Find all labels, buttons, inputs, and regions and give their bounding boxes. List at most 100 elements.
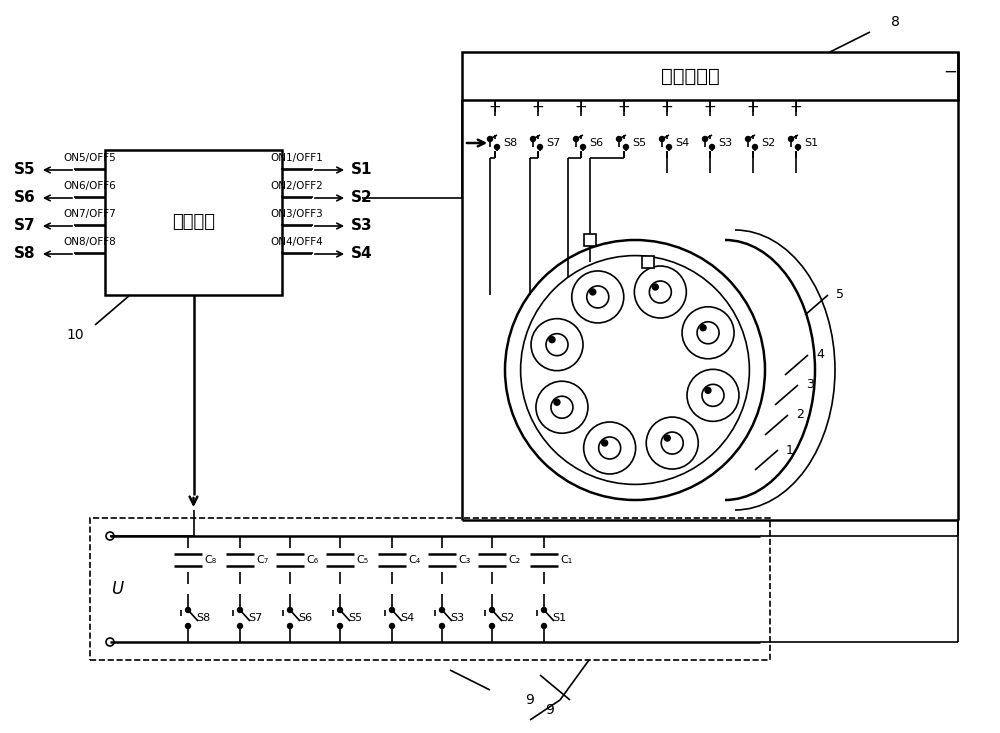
Circle shape: [602, 440, 608, 446]
Text: S3: S3: [351, 218, 373, 234]
Circle shape: [440, 608, 444, 613]
Circle shape: [587, 286, 609, 308]
Circle shape: [505, 240, 765, 500]
Text: S3: S3: [718, 138, 732, 148]
Circle shape: [554, 399, 560, 405]
Circle shape: [661, 432, 683, 454]
Circle shape: [536, 381, 588, 433]
Circle shape: [390, 624, 394, 628]
Text: S2: S2: [351, 191, 373, 205]
Text: S1: S1: [351, 163, 373, 177]
Circle shape: [186, 608, 190, 613]
Circle shape: [664, 435, 670, 441]
Circle shape: [702, 384, 724, 406]
Circle shape: [710, 144, 714, 150]
Text: C₈: C₈: [204, 555, 216, 565]
Text: 点火子电路: 点火子电路: [661, 67, 719, 86]
Circle shape: [646, 417, 698, 469]
Circle shape: [788, 136, 794, 141]
Text: S4: S4: [400, 613, 414, 623]
Text: C₄: C₄: [408, 555, 420, 565]
Text: +: +: [575, 100, 587, 116]
Text: ON1/OFF1: ON1/OFF1: [271, 153, 323, 163]
Circle shape: [288, 624, 292, 628]
Text: S1: S1: [552, 613, 566, 623]
Bar: [90, 518, 770, 660]
Circle shape: [624, 144, 629, 150]
Bar: [105, 150, 282, 295]
Circle shape: [746, 136, 750, 141]
Circle shape: [238, 608, 242, 613]
Circle shape: [682, 307, 734, 358]
Text: ON5/OFF5: ON5/OFF5: [64, 153, 116, 163]
Text: S8: S8: [196, 613, 210, 623]
Text: +: +: [532, 100, 544, 116]
Bar: [642, 256, 654, 268]
Circle shape: [186, 624, 190, 628]
Text: S3: S3: [450, 613, 464, 623]
Circle shape: [616, 136, 622, 141]
Circle shape: [488, 136, 492, 141]
Text: 1: 1: [786, 443, 794, 457]
Circle shape: [572, 271, 624, 323]
Text: S2: S2: [500, 613, 514, 623]
Circle shape: [546, 334, 568, 356]
Circle shape: [288, 608, 292, 613]
Text: −: −: [943, 63, 957, 81]
Circle shape: [542, 608, 546, 613]
Circle shape: [338, 608, 342, 613]
Text: S6: S6: [298, 613, 312, 623]
Circle shape: [634, 266, 686, 318]
Text: +: +: [661, 100, 673, 116]
Text: +: +: [704, 100, 716, 116]
Bar: [462, 52, 958, 100]
Text: S6: S6: [14, 191, 36, 205]
Text: +: +: [489, 100, 501, 116]
Text: S8: S8: [503, 138, 517, 148]
Circle shape: [590, 289, 596, 295]
Text: C₂: C₂: [508, 555, 520, 565]
Circle shape: [599, 437, 621, 459]
Text: ON3/OFF3: ON3/OFF3: [271, 209, 323, 219]
Circle shape: [580, 144, 586, 150]
Text: C₇: C₇: [256, 555, 268, 565]
Circle shape: [549, 336, 555, 342]
Text: S4: S4: [351, 246, 373, 262]
Text: C₃: C₃: [458, 555, 470, 565]
Text: S5: S5: [632, 138, 646, 148]
Text: S5: S5: [348, 613, 362, 623]
Text: 2: 2: [796, 408, 804, 421]
Text: 8: 8: [891, 15, 899, 29]
Text: S7: S7: [546, 138, 560, 148]
Circle shape: [702, 136, 708, 141]
Circle shape: [796, 144, 800, 150]
Circle shape: [531, 319, 583, 371]
Circle shape: [584, 422, 636, 474]
Text: S6: S6: [589, 138, 603, 148]
Circle shape: [574, 136, 578, 141]
Circle shape: [687, 369, 739, 421]
Circle shape: [666, 144, 672, 150]
Text: 控制模块: 控制模块: [172, 213, 215, 232]
Text: ON2/OFF2: ON2/OFF2: [271, 181, 323, 191]
Circle shape: [697, 322, 719, 344]
Circle shape: [530, 136, 536, 141]
Text: C₆: C₆: [306, 555, 318, 565]
Text: 9: 9: [526, 693, 534, 707]
Circle shape: [338, 624, 342, 628]
Text: C₁: C₁: [560, 555, 572, 565]
Text: S8: S8: [14, 246, 36, 262]
Circle shape: [521, 256, 749, 485]
Circle shape: [490, 608, 494, 613]
Circle shape: [238, 624, 242, 628]
Text: ON7/OFF7: ON7/OFF7: [64, 209, 116, 219]
Text: ON4/OFF4: ON4/OFF4: [271, 237, 323, 247]
Text: ON8/OFF8: ON8/OFF8: [64, 237, 116, 247]
Circle shape: [649, 281, 671, 303]
Text: 5: 5: [836, 289, 844, 301]
Circle shape: [705, 387, 711, 394]
Circle shape: [700, 325, 706, 331]
Text: S5: S5: [14, 163, 36, 177]
Circle shape: [660, 136, 664, 141]
Text: C₅: C₅: [356, 555, 368, 565]
